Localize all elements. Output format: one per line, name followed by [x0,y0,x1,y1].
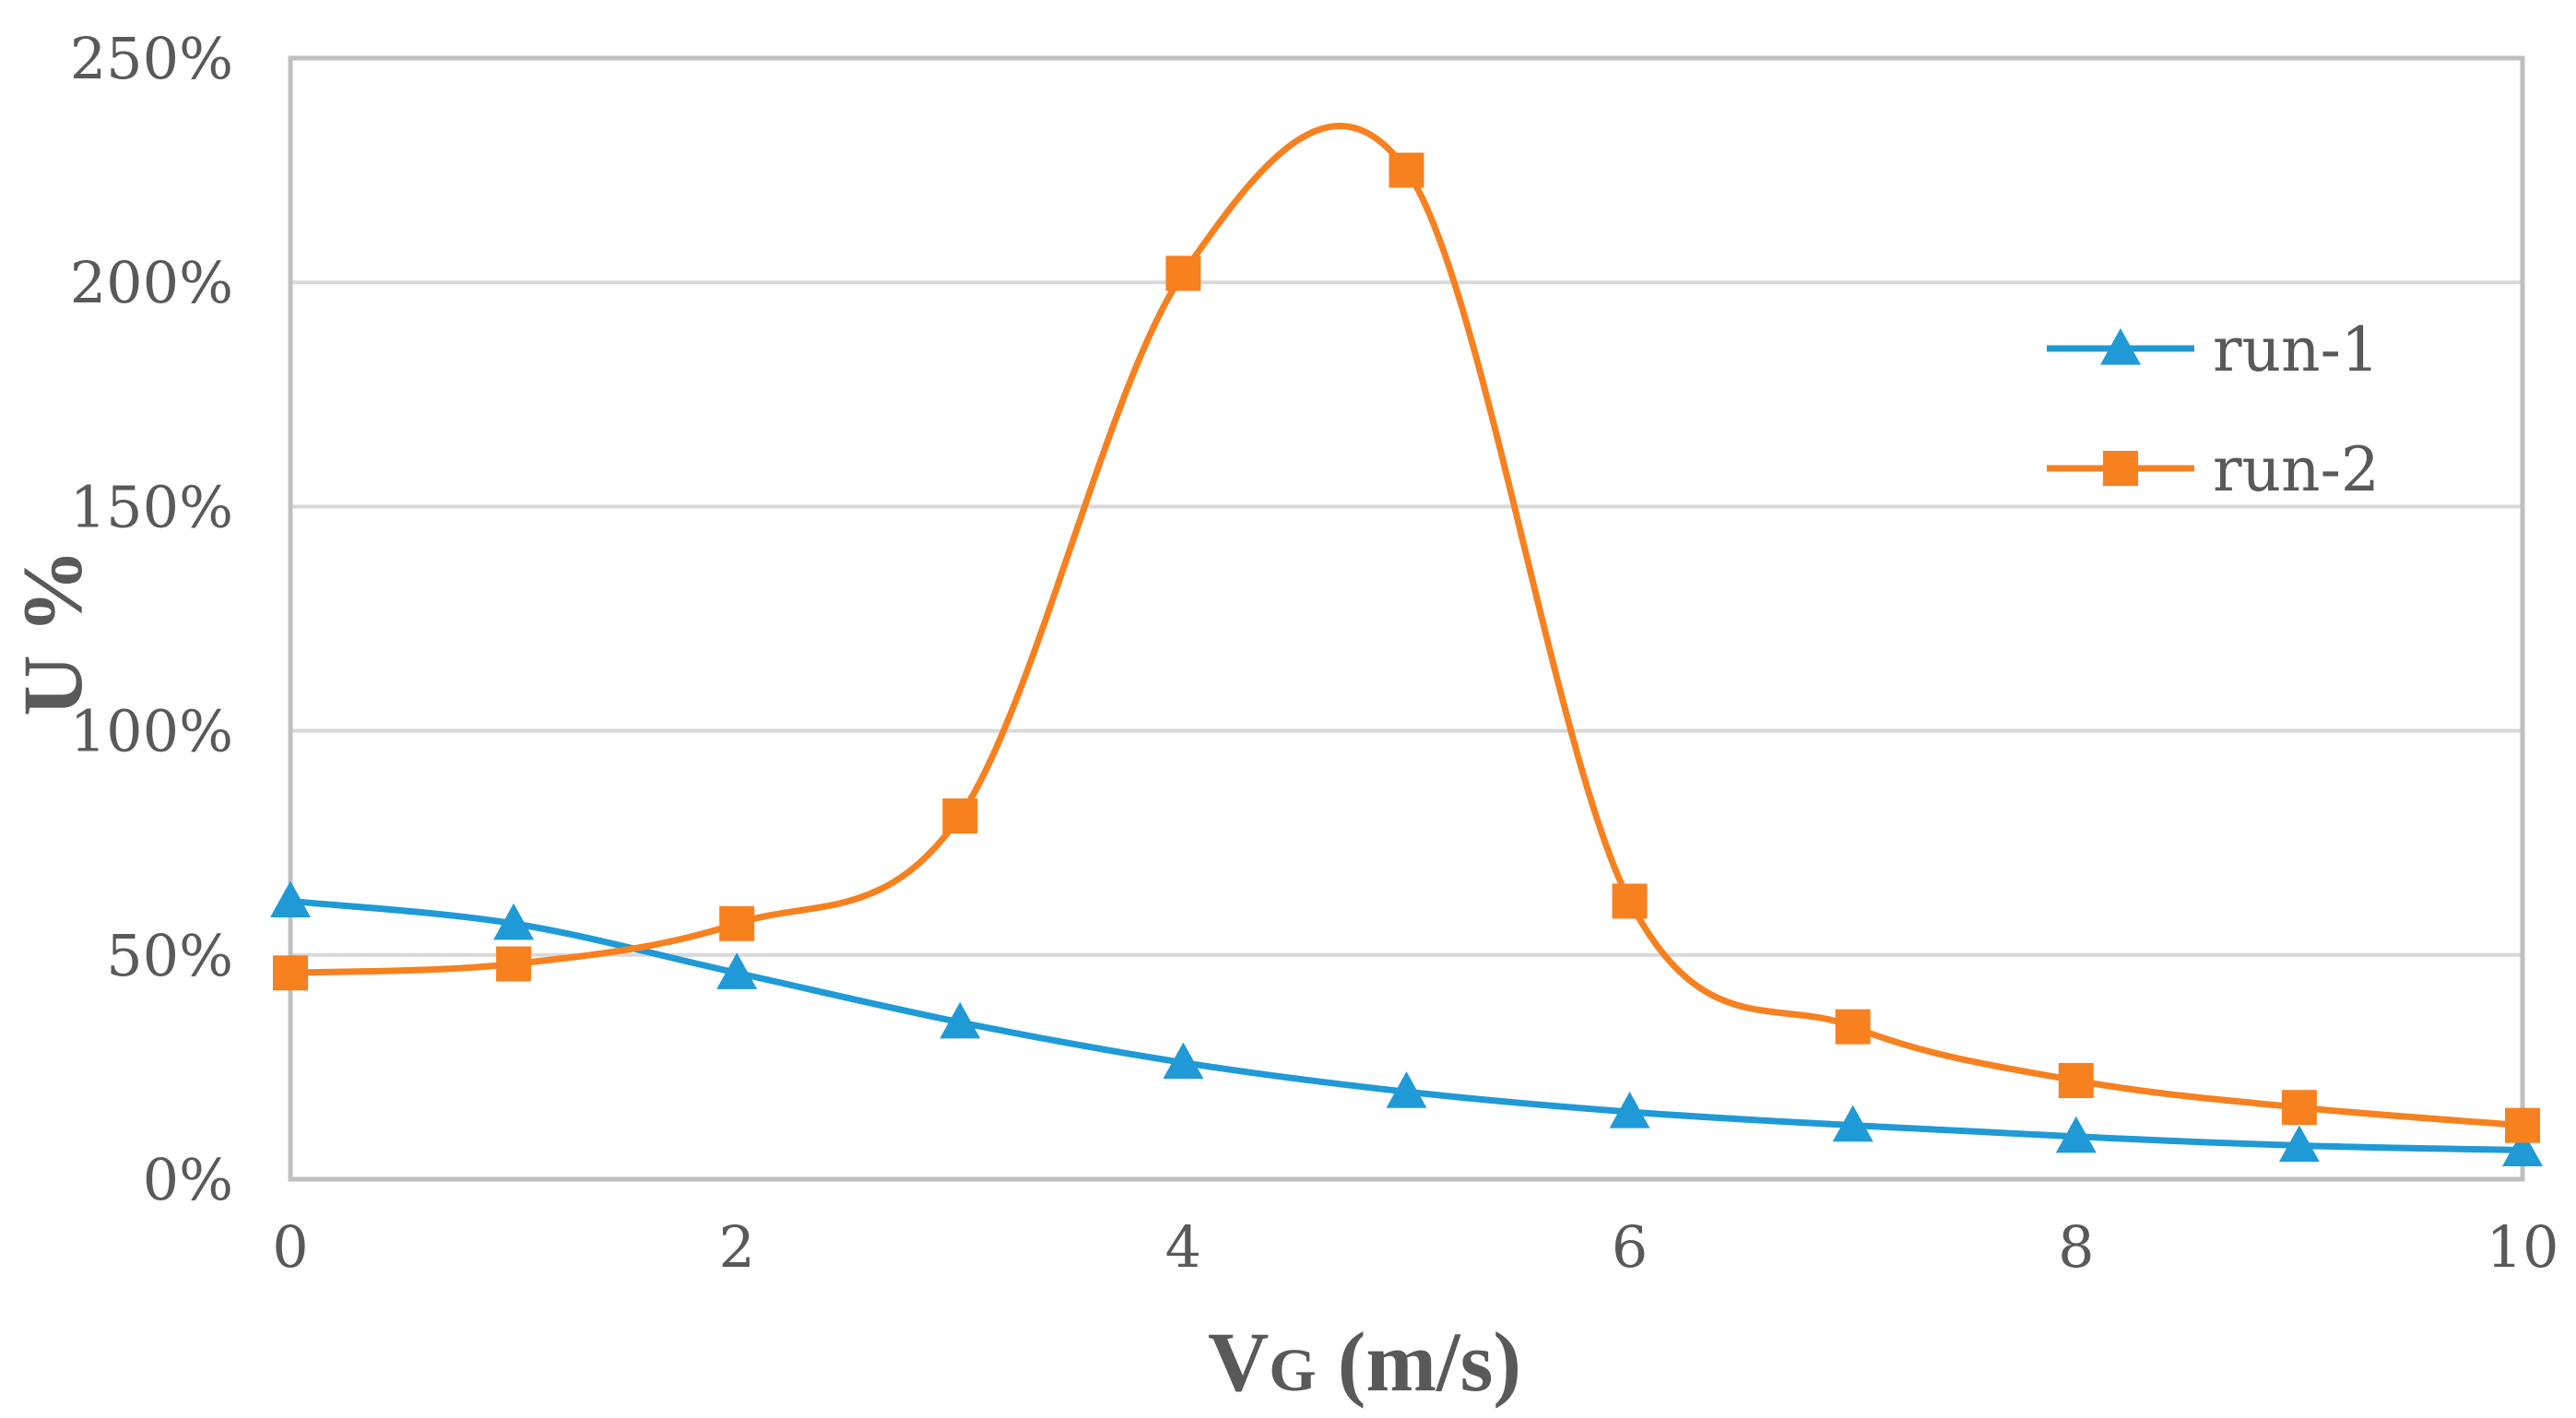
data-point [1165,255,1201,291]
data-point [273,955,308,991]
data-point [719,905,755,941]
data-point [939,1001,981,1039]
data-point [716,952,758,989]
x-tick-label: 2 [718,1213,754,1281]
x-tick-label: 0 [272,1213,308,1281]
data-point [942,798,978,834]
legend-entry: run-2 [2047,434,2380,505]
data-point [1609,1092,1650,1128]
data-point [1163,1042,1204,1080]
legend: run-1 run-2 [2047,314,2380,505]
data-point [1386,1071,1427,1108]
y-axis-title: U % [6,549,100,715]
y-tick-label: 0% [143,1146,233,1213]
data-point [1835,1009,1871,1045]
x-axis-title-main: V [1208,1315,1269,1409]
data-point [2278,1125,2320,1163]
gridlines [290,280,2523,957]
series-run-1 [270,880,2543,1166]
plot-area-frame [288,55,2525,1182]
y-tick-label: 200% [70,249,233,316]
x-axis-title: VG (m/s) [1208,1315,1521,1409]
data-series [270,123,2543,1166]
y-axis-ticks: 0% 50% 100% 150% 200% 250% [70,25,233,1213]
x-tick-label: 8 [2058,1213,2094,1281]
data-point [493,903,535,940]
data-point [2055,1116,2097,1153]
y-tick-label: 100% [70,698,233,765]
legend-entry: run-1 [2047,314,2380,385]
x-axis-ticks: 0 2 4 6 8 10 [272,1213,2558,1281]
data-point [1388,152,1424,188]
legend-marker [2103,451,2138,486]
y-tick-label: 50% [106,922,233,989]
data-point [1832,1105,1873,1142]
data-point [2058,1062,2094,1098]
x-tick-label: 4 [1165,1213,1201,1281]
data-point [2281,1090,2317,1126]
data-point [270,880,311,918]
x-axis-title-subscript: G [1269,1337,1316,1404]
data-point [2502,1129,2543,1166]
x-tick-label: 6 [1612,1213,1648,1281]
legend-label: run-2 [2213,434,2380,505]
data-point [496,946,532,982]
legend-label: run-1 [2213,314,2380,385]
x-tick-label: 10 [2487,1213,2559,1281]
y-tick-label: 150% [70,473,233,540]
legend-marker [2100,328,2141,365]
x-axis-title-unit: (m/s) [1317,1315,1521,1409]
y-tick-label: 250% [70,25,233,92]
series-run-2 [273,123,2540,1143]
data-point [1612,883,1648,919]
data-point [2505,1107,2540,1143]
